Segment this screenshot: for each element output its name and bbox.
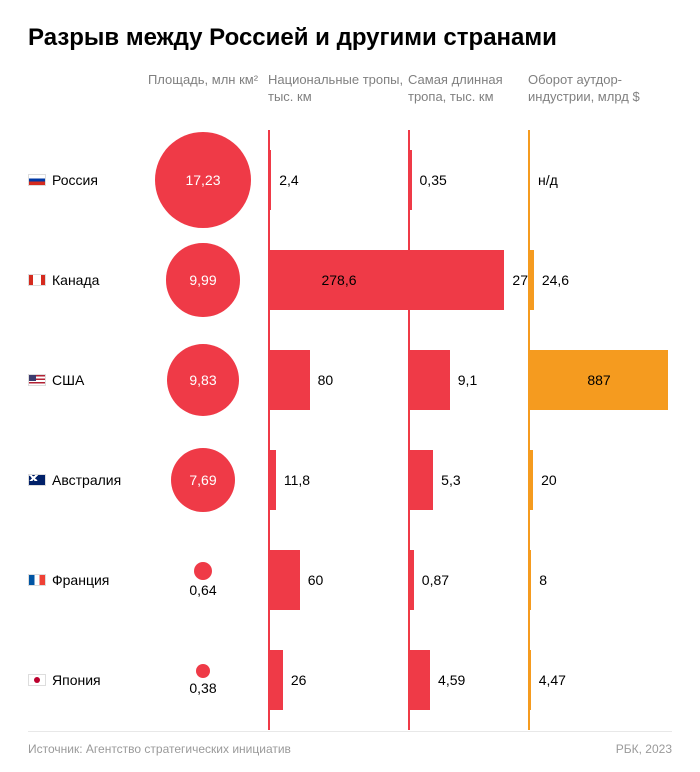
outdoor-value: 20 <box>541 472 557 488</box>
trails-bar <box>270 550 300 610</box>
outdoor-value: 4,47 <box>539 672 566 688</box>
country-name: Япония <box>52 672 101 688</box>
trails-cell: 278,6 <box>268 230 408 330</box>
outdoor-value: 24,6 <box>542 272 569 288</box>
longest-value: 4,59 <box>438 672 465 688</box>
trails-bar <box>270 350 310 410</box>
area-cell: 17,23 <box>138 130 268 230</box>
country-cell: Франция <box>28 530 138 630</box>
trails-bar <box>270 650 283 710</box>
longest-cell: 9,1 <box>408 330 528 430</box>
country-name: США <box>52 372 84 388</box>
area-circle: 9,83 <box>167 344 240 417</box>
country-label: Япония <box>28 672 101 688</box>
longest-bar <box>410 450 433 510</box>
longest-cell: 0,87 <box>408 530 528 630</box>
trails-cell: 26 <box>268 630 408 730</box>
trails-cell: 60 <box>268 530 408 630</box>
country-label: США <box>28 372 84 388</box>
longest-bar <box>410 150 412 210</box>
trails-value: 80 <box>318 372 334 388</box>
longest-value: 9,1 <box>458 372 477 388</box>
flag-icon <box>28 374 46 386</box>
country-label: Канада <box>28 272 99 288</box>
longest-value: 0,35 <box>420 172 447 188</box>
trails-cell: 2,4 <box>268 130 408 230</box>
area-cell: 0,64 <box>138 530 268 630</box>
outdoor-cell: н/д <box>528 130 668 230</box>
trails-value: 278,6 <box>321 272 356 288</box>
outdoor-cell: 8 <box>528 530 668 630</box>
longest-value: 0,87 <box>422 572 449 588</box>
country-cell: Россия <box>28 130 138 230</box>
col-header-longest: Самая длинная тропа, тыс. км <box>408 72 528 130</box>
chart-grid: Площадь, млн км² Национальные тропы, тыс… <box>28 72 672 730</box>
col-header-trails: Национальные тропы, тыс. км <box>268 72 408 130</box>
outdoor-cell: 4,47 <box>528 630 668 730</box>
col-header-country <box>28 72 138 130</box>
col-header-outdoor: Оборот аутдор-индустрии, млрд $ <box>528 72 668 130</box>
area-circle: 17,23 <box>155 132 251 228</box>
area-cell: 0,38 <box>138 630 268 730</box>
area-circle <box>194 562 213 581</box>
footer-source: Источник: Агентство стратегических иници… <box>28 742 291 756</box>
outdoor-value: 887 <box>587 372 610 388</box>
chart-title: Разрыв между Россией и другими странами <box>28 24 672 52</box>
country-label: Франция <box>28 572 109 588</box>
trails-bar <box>270 450 276 510</box>
trails-value: 2,4 <box>279 172 298 188</box>
country-name: Россия <box>52 172 98 188</box>
flag-icon <box>28 174 46 186</box>
longest-cell: 5,3 <box>408 430 528 530</box>
trails-bar <box>270 150 271 210</box>
trails-value: 60 <box>308 572 324 588</box>
area-circle <box>196 664 210 678</box>
country-cell: Канада <box>28 230 138 330</box>
chart-footer: Источник: Агентство стратегических иници… <box>28 731 672 756</box>
area-circle: 9,99 <box>166 243 239 316</box>
country-label: Россия <box>28 172 98 188</box>
outdoor-cell: 24,6 <box>528 230 668 330</box>
country-cell: Австралия <box>28 430 138 530</box>
flag-icon <box>28 274 46 286</box>
outdoor-cell: 20 <box>528 430 668 530</box>
longest-bar <box>410 650 430 710</box>
trails-value: 26 <box>291 672 307 688</box>
outdoor-bar <box>530 550 531 610</box>
area-cell: 7,69 <box>138 430 268 530</box>
country-cell: Япония <box>28 630 138 730</box>
flag-icon <box>28 474 46 486</box>
footer-credit: РБК, 2023 <box>616 742 672 756</box>
outdoor-cell: 887 <box>528 330 668 430</box>
col-header-area: Площадь, млн км² <box>138 72 268 130</box>
area-label: 0,64 <box>189 582 216 598</box>
longest-bar <box>410 550 414 610</box>
trails-value: 11,8 <box>284 472 310 488</box>
area-cell: 9,99 <box>138 230 268 330</box>
outdoor-bar <box>530 450 533 510</box>
longest-bar <box>410 350 450 410</box>
outdoor-bar <box>530 650 531 710</box>
longest-bar <box>410 250 504 310</box>
flag-icon <box>28 674 46 686</box>
longest-cell: 0,35 <box>408 130 528 230</box>
country-label: Австралия <box>28 472 121 488</box>
outdoor-value: 8 <box>539 572 547 588</box>
outdoor-value: н/д <box>538 172 558 188</box>
trails-cell: 80 <box>268 330 408 430</box>
longest-cell: 27 <box>408 230 528 330</box>
longest-value: 5,3 <box>441 472 460 488</box>
country-name: Канада <box>52 272 99 288</box>
area-label: 0,38 <box>189 680 216 696</box>
outdoor-bar <box>530 250 534 310</box>
area-circle: 7,69 <box>171 448 235 512</box>
trails-cell: 11,8 <box>268 430 408 530</box>
country-cell: США <box>28 330 138 430</box>
longest-cell: 4,59 <box>408 630 528 730</box>
longest-value: 27 <box>512 272 528 288</box>
area-cell: 9,83 <box>138 330 268 430</box>
country-name: Франция <box>52 572 109 588</box>
flag-icon <box>28 574 46 586</box>
country-name: Австралия <box>52 472 121 488</box>
